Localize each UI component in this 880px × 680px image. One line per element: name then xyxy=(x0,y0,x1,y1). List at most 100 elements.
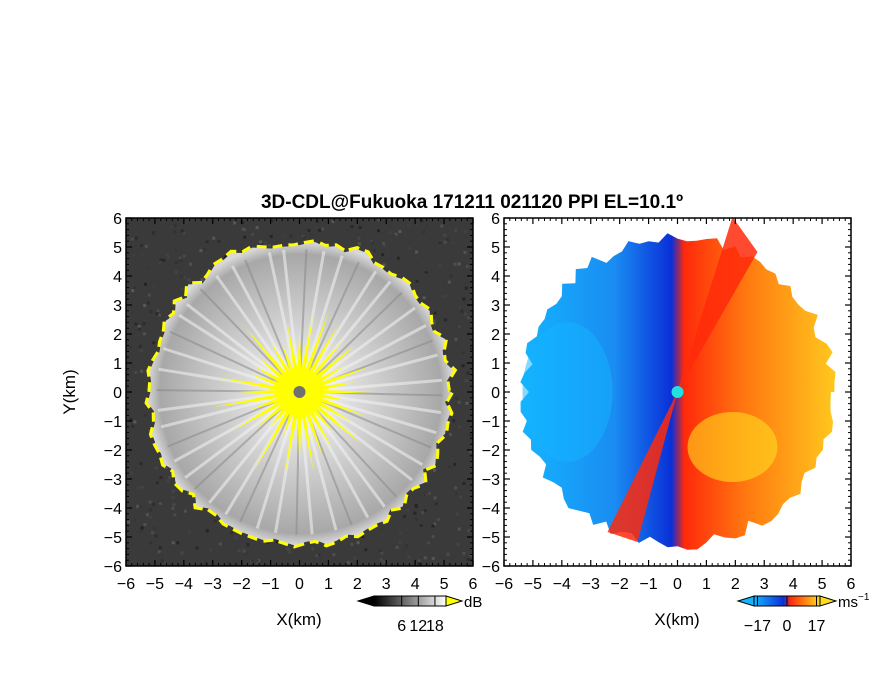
noise-speckle xyxy=(415,279,419,283)
noise-speckle xyxy=(243,235,247,239)
velocity-weak-negative-region xyxy=(522,322,613,462)
velocity-colorbar-unit-base: ms xyxy=(838,594,858,611)
noise-speckle xyxy=(315,220,319,223)
noise-speckle xyxy=(143,414,147,417)
snr-x-axis-label: X(km) xyxy=(276,610,321,629)
noise-speckle xyxy=(372,249,376,253)
noise-speckle xyxy=(458,425,462,429)
y-tick-label: −1 xyxy=(104,414,122,431)
noise-speckle xyxy=(377,229,380,233)
x-tick-label: −2 xyxy=(233,576,251,593)
noise-speckle xyxy=(164,466,168,470)
noise-speckle xyxy=(244,551,248,555)
noise-speckle xyxy=(461,373,465,377)
y-tick-label: −4 xyxy=(482,501,500,518)
noise-speckle xyxy=(177,259,181,263)
noise-speckle xyxy=(466,371,470,375)
noise-speckle xyxy=(288,550,292,554)
noise-speckle xyxy=(237,549,241,553)
noise-speckle xyxy=(166,256,170,260)
x-tick-label: 2 xyxy=(353,576,362,593)
noise-speckle xyxy=(462,552,466,555)
noise-speckle xyxy=(158,546,162,550)
noise-speckle xyxy=(187,530,191,534)
noise-speckle xyxy=(180,229,184,233)
noise-speckle xyxy=(246,543,250,547)
x-tick-label: 5 xyxy=(440,576,449,593)
x-tick-label: 6 xyxy=(847,576,856,593)
noise-speckle xyxy=(381,534,385,538)
y-tick-label: 2 xyxy=(491,327,500,344)
noise-speckle xyxy=(442,282,446,285)
y-tick-label: −6 xyxy=(104,559,122,576)
noise-speckle xyxy=(414,504,418,508)
noise-speckle xyxy=(447,280,451,284)
noise-speckle xyxy=(140,526,144,530)
noise-speckle xyxy=(180,287,184,291)
noise-speckle xyxy=(256,561,260,565)
noise-speckle xyxy=(180,274,184,278)
noise-speckle xyxy=(382,263,386,267)
x-tick-label: 2 xyxy=(731,576,740,593)
noise-speckle xyxy=(155,312,159,316)
noise-speckle xyxy=(415,250,418,254)
noise-speckle xyxy=(379,235,383,238)
noise-speckle xyxy=(161,221,165,225)
snr-radial-streak xyxy=(298,391,314,535)
noise-speckle xyxy=(134,236,138,240)
y-tick-label: 0 xyxy=(113,385,122,402)
noise-speckle xyxy=(417,559,421,563)
x-tick-label: −3 xyxy=(582,576,600,593)
noise-speckle xyxy=(364,548,368,552)
noise-speckle xyxy=(259,240,263,244)
noise-speckle xyxy=(241,227,245,231)
colorbar-tick-label: −17 xyxy=(744,618,771,635)
noise-speckle xyxy=(445,294,449,298)
noise-speckle xyxy=(403,514,407,518)
noise-speckle xyxy=(425,493,429,497)
noise-speckle xyxy=(407,223,410,227)
noise-speckle xyxy=(467,529,471,533)
noise-speckle xyxy=(157,550,161,554)
noise-speckle xyxy=(129,418,133,422)
noise-speckle xyxy=(454,337,458,341)
velocity-colorbar-ticks: −17 0 17 xyxy=(744,596,826,635)
noise-speckle xyxy=(167,291,171,295)
noise-speckle xyxy=(230,531,233,535)
noise-speckle xyxy=(147,293,151,297)
noise-speckle xyxy=(467,316,471,320)
noise-speckle xyxy=(212,236,216,240)
noise-speckle xyxy=(407,555,411,559)
noise-speckle xyxy=(187,278,191,282)
noise-speckle xyxy=(163,562,167,566)
noise-speckle xyxy=(128,469,132,473)
noise-speckle xyxy=(415,229,419,233)
noise-speckle xyxy=(432,319,436,323)
noise-speckle xyxy=(289,234,293,238)
noise-speckle xyxy=(424,273,428,277)
y-tick-label: −3 xyxy=(104,472,122,489)
noise-speckle xyxy=(152,341,156,345)
colorbar-tick-label: 18 xyxy=(426,618,444,635)
noise-speckle xyxy=(422,230,426,234)
noise-speckle xyxy=(456,512,460,516)
noise-speckle xyxy=(463,230,467,234)
y-tick-label: −3 xyxy=(482,472,500,489)
noise-speckle xyxy=(458,324,462,328)
y-tick-label: −4 xyxy=(104,501,122,518)
noise-speckle xyxy=(158,501,162,505)
noise-speckle xyxy=(142,322,146,326)
noise-speckle xyxy=(149,310,153,314)
y-tick-label: −2 xyxy=(104,443,122,460)
noise-speckle xyxy=(356,541,360,545)
noise-speckle xyxy=(209,548,213,552)
snr-plot-frame xyxy=(125,217,474,567)
noise-speckle xyxy=(457,400,461,404)
noise-speckle xyxy=(431,557,435,560)
noise-speckle xyxy=(133,518,137,522)
x-tick-label: −6 xyxy=(117,576,135,593)
noise-speckle xyxy=(428,470,432,474)
noise-speckle xyxy=(438,241,442,244)
noise-speckle xyxy=(451,241,455,244)
noise-speckle xyxy=(288,221,292,225)
